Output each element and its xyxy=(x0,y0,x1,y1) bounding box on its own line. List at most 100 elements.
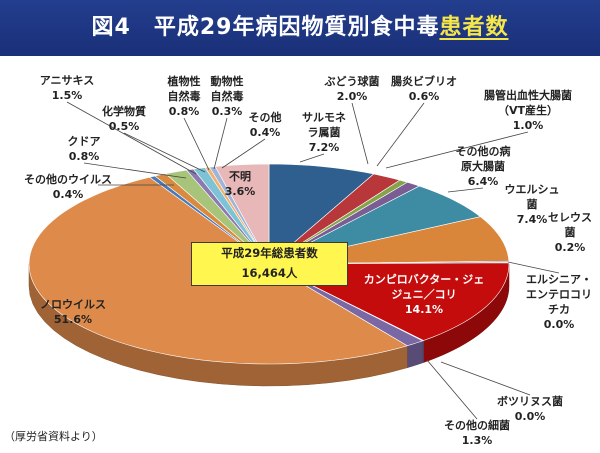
slice-name-9: ボツリヌス菌 xyxy=(497,394,563,408)
slice-label-2: 腸炎ビブリオ 0.6% xyxy=(391,74,457,103)
total-patients-box: 平成29年総患者数 16,464人 xyxy=(191,242,348,286)
slice-name-2: 腸炎ビブリオ xyxy=(391,74,457,88)
slice-name-4: 原大腸菌 xyxy=(461,159,505,173)
slice-value-19: 3.6% xyxy=(225,185,256,198)
slice-name-16: 自然毒 xyxy=(168,89,201,103)
leader-line-9 xyxy=(440,361,531,396)
slice-value-8: 14.1% xyxy=(405,303,443,316)
slice-name-14: アニサキス xyxy=(40,74,94,87)
slice-name-0: ラ属菌 xyxy=(308,125,341,139)
slice-value-12: 0.4% xyxy=(53,188,84,201)
slice-16 xyxy=(193,167,270,265)
slice-value-6: 0.2% xyxy=(555,241,586,254)
slice-label-15: 化学物質 0.5% xyxy=(102,104,146,133)
leader-line-0 xyxy=(299,153,325,163)
leader-line-15 xyxy=(123,132,206,173)
slice-name-5: 菌 xyxy=(527,197,538,211)
slice-value-11: 51.6% xyxy=(54,313,92,326)
slice-value-5: 7.4% xyxy=(517,213,548,226)
slice-value-9: 0.0% xyxy=(515,410,546,423)
slice-value-14: 1.5% xyxy=(52,89,83,102)
slice-name-3: 腸管出血性大腸菌 xyxy=(484,88,572,102)
title-main: 図4 平成29年病因物質別食中毒 xyxy=(91,15,440,40)
slice-label-3: 腸管出血性大腸菌（VT産生） 1.0% xyxy=(484,88,572,132)
chart-title: 図4 平成29年病因物質別食中毒患者数 xyxy=(0,0,600,56)
slice-name-12: その他のウイルス xyxy=(24,172,112,186)
slice-label-12: その他のウイルス 0.4% xyxy=(24,172,112,201)
slice-name-11: ノロウイルス xyxy=(40,298,106,311)
slice-1 xyxy=(268,173,401,265)
slice-name-0: サルモネ xyxy=(302,111,346,124)
slice-label-11: ノロウイルス 51.6% xyxy=(40,298,106,326)
slice-name-6: セレウス xyxy=(548,211,592,224)
slice-name-8: ジュニ／コリ xyxy=(391,288,456,301)
slice-label-14: アニサキス 1.5% xyxy=(40,74,94,102)
slice-name-18: その他 xyxy=(249,110,282,124)
slice-name-7: エンテロコリ xyxy=(526,288,592,301)
leader-line-18 xyxy=(221,138,266,169)
slice-13 xyxy=(154,173,270,265)
leader-line-2 xyxy=(376,102,425,167)
slice-name-1: ぶどう球菌 xyxy=(324,74,380,88)
slice-value-0: 7.2% xyxy=(309,141,340,154)
slice-value-4: 6.4% xyxy=(468,175,499,188)
slice-value-16: 0.8% xyxy=(169,105,200,118)
slice-name-17: 自然毒 xyxy=(211,89,244,103)
slice-value-1: 2.0% xyxy=(337,90,368,103)
slice-name-5: ウエルシュ xyxy=(505,183,560,196)
slice-14 xyxy=(165,169,270,265)
slice-name-15: 化学物質 xyxy=(102,104,146,118)
slice-label-19: 不明 3.6% xyxy=(225,170,256,198)
slice-label-10: その他の細菌 1.3% xyxy=(444,418,510,447)
leader-line-10 xyxy=(426,359,478,420)
leader-line-16 xyxy=(183,117,210,171)
slice-label-13: クドア 0.8% xyxy=(68,135,101,163)
slice-value-2: 0.6% xyxy=(409,90,440,103)
slice-value-10: 1.3% xyxy=(462,434,493,447)
leader-line-17 xyxy=(213,117,228,170)
slice-name-3: （VT産生） xyxy=(498,103,558,117)
leader-lines xyxy=(66,101,560,420)
leader-line-14 xyxy=(66,101,197,175)
slice-label-1: ぶどう球菌 2.0% xyxy=(324,74,380,103)
total-label: 平成29年総患者数 xyxy=(221,246,318,260)
slice-name-10: その他の細菌 xyxy=(444,418,510,432)
leader-line-3 xyxy=(385,131,529,169)
source-note: （厚労省資料より） xyxy=(4,430,103,443)
slice-value-18: 0.4% xyxy=(250,126,281,139)
slice-name-4: その他の病 xyxy=(456,144,511,158)
leader-line-1 xyxy=(351,102,369,165)
leader-line-7 xyxy=(507,261,560,274)
slice-name-16: 植物性 xyxy=(167,74,201,88)
total-value: 16,464人 xyxy=(241,266,298,280)
slice-name-7: エルシニア・ xyxy=(526,273,592,286)
slice-name-8: カンピロバクター・ジェ xyxy=(364,273,485,286)
slice-label-18: その他 0.4% xyxy=(249,110,282,139)
slice-15 xyxy=(185,168,270,265)
slice-value-17: 0.3% xyxy=(212,105,243,118)
slice-value-13: 0.8% xyxy=(69,150,100,163)
title-highlight: 患者数 xyxy=(439,15,509,40)
slice-label-9: ボツリヌス菌 0.0% xyxy=(497,394,563,423)
leader-line-4 xyxy=(447,187,484,193)
title-banner xyxy=(0,0,600,56)
slice-value-3: 1.0% xyxy=(513,119,544,132)
slice-name-13: クドア xyxy=(68,135,101,148)
slice-name-6: 菌 xyxy=(565,225,576,239)
slice-value-15: 0.5% xyxy=(109,120,140,133)
leader-line-13 xyxy=(83,162,187,179)
slice-name-19: 不明 xyxy=(229,170,251,183)
slice-name-7: チカ xyxy=(548,303,570,316)
slice-19 xyxy=(214,163,270,265)
slice-name-17: 動物性 xyxy=(211,74,244,88)
slice-0 xyxy=(268,163,375,265)
slice-value-7: 0.0% xyxy=(544,318,575,331)
